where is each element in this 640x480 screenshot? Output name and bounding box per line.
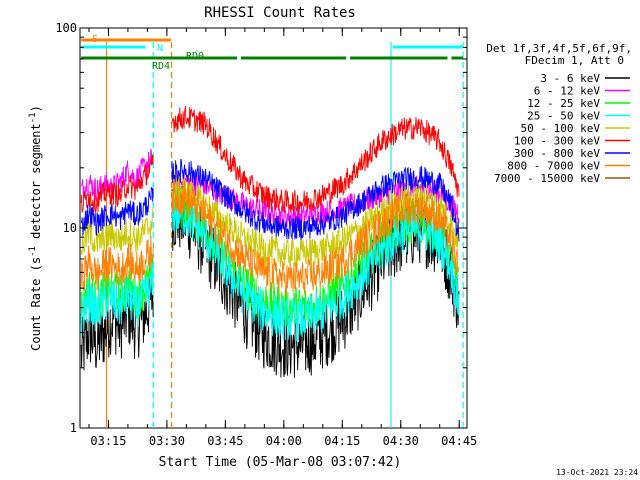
- legend-label: 7000 - 15000 keV: [494, 172, 600, 185]
- legend-header-line-2: FDecim 1, Att 0: [525, 54, 624, 67]
- flag-label-n: N: [157, 43, 163, 54]
- legend-label: 6 - 12 keV: [534, 85, 601, 98]
- x-tick-label: 03:45: [207, 434, 243, 448]
- series-line-25-50-keV: [80, 259, 154, 336]
- series-line-50-100-keV: [80, 206, 154, 255]
- x-tick-label: 03:15: [90, 434, 126, 448]
- x-tick-label: 03:30: [149, 434, 185, 448]
- y-tick-label: 10: [63, 221, 77, 235]
- x-axis-ticks: 03:15 03:30 03:45 04:00 04:15 04:30 04:45: [88, 28, 477, 448]
- series-lines: [80, 105, 460, 378]
- legend-label: 800 - 7000 keV: [507, 160, 600, 173]
- chart-title: RHESSI Count Rates: [204, 5, 356, 21]
- data-gap-markers: [105, 42, 464, 428]
- legend-label: 100 - 300 keV: [514, 135, 600, 148]
- legend-label: 50 - 100 keV: [521, 122, 601, 135]
- footer-date: 13-Oct-2021 23:24: [556, 468, 638, 477]
- legend-header-line-1: Det 1f,3f,4f,5f,6f,9f,: [486, 42, 632, 55]
- legend-label: 3 - 6 keV: [540, 72, 600, 85]
- series-line-100-300-keV: [80, 154, 154, 214]
- legend-label: 12 - 25 keV: [527, 97, 600, 110]
- series-line-800-7000-keV: [80, 235, 154, 291]
- y-tick-label: 100: [55, 21, 77, 35]
- x-axis-label: Start Time (05-Mar-08 03:07:42): [159, 455, 402, 470]
- x-tick-label: 04:30: [383, 434, 419, 448]
- series-line-6-12-keV: [81, 148, 154, 202]
- flag-label-s: S: [92, 34, 98, 45]
- y-axis-label-sup2: -1: [28, 112, 38, 123]
- legend-label: 25 - 50 keV: [527, 110, 600, 123]
- series-line-25-50-keV: [171, 193, 460, 341]
- legend-label: 300 - 800 keV: [514, 147, 600, 160]
- y-tick-label: 1: [70, 421, 77, 435]
- series-line-6-12-keV: [171, 169, 460, 228]
- x-tick-label: 04:45: [441, 434, 477, 448]
- y-axis-label-mid: detector segment: [29, 123, 43, 246]
- y-axis-ticks: 1 10 100: [55, 21, 467, 435]
- x-tick-label: 04:15: [324, 434, 360, 448]
- flag-label-rd4: RD4: [152, 61, 170, 72]
- series-line-800-7000-keV: [171, 178, 460, 297]
- legend: Det 1f,3f,4f,5f,6f,9f, FDecim 1, Att 0 3…: [486, 42, 632, 185]
- y-axis-label-end: ): [29, 105, 43, 112]
- y-axis-label: Count Rate (s-1 detector segment-1): [28, 105, 43, 351]
- series-line-300-800-keV: [171, 158, 460, 242]
- y-axis-label-main: Count Rate (s: [29, 257, 43, 351]
- flag-bars: S N RD4 RD0: [81, 34, 464, 72]
- series-line-300-800-keV: [80, 186, 154, 236]
- flag-label-rd0: RD0: [186, 51, 204, 62]
- y-axis-label-sup1: -1: [28, 246, 38, 257]
- x-tick-label: 04:00: [266, 434, 302, 448]
- series-line-100-300-keV: [171, 105, 460, 215]
